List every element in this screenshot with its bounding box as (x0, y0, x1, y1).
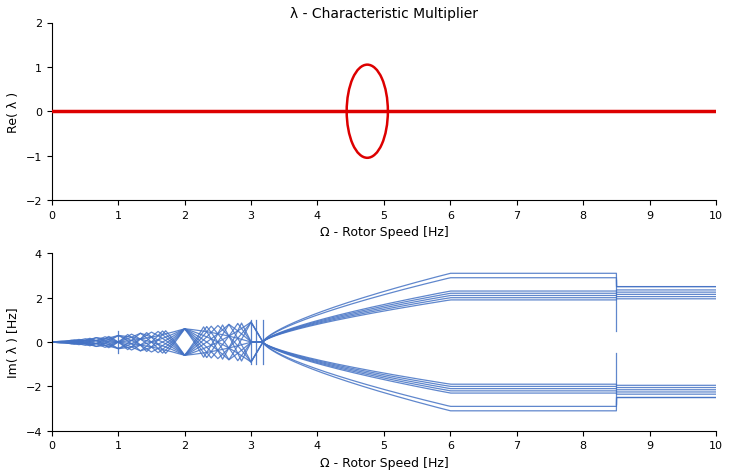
Y-axis label: Re( λ ): Re( λ ) (7, 91, 20, 132)
Y-axis label: Im( λ ) [Hz]: Im( λ ) [Hz] (7, 307, 20, 377)
X-axis label: Ω - Rotor Speed [Hz]: Ω - Rotor Speed [Hz] (320, 226, 448, 239)
Title: λ - Characteristic Multiplier: λ - Characteristic Multiplier (290, 7, 478, 21)
X-axis label: Ω - Rotor Speed [Hz]: Ω - Rotor Speed [Hz] (320, 456, 448, 469)
